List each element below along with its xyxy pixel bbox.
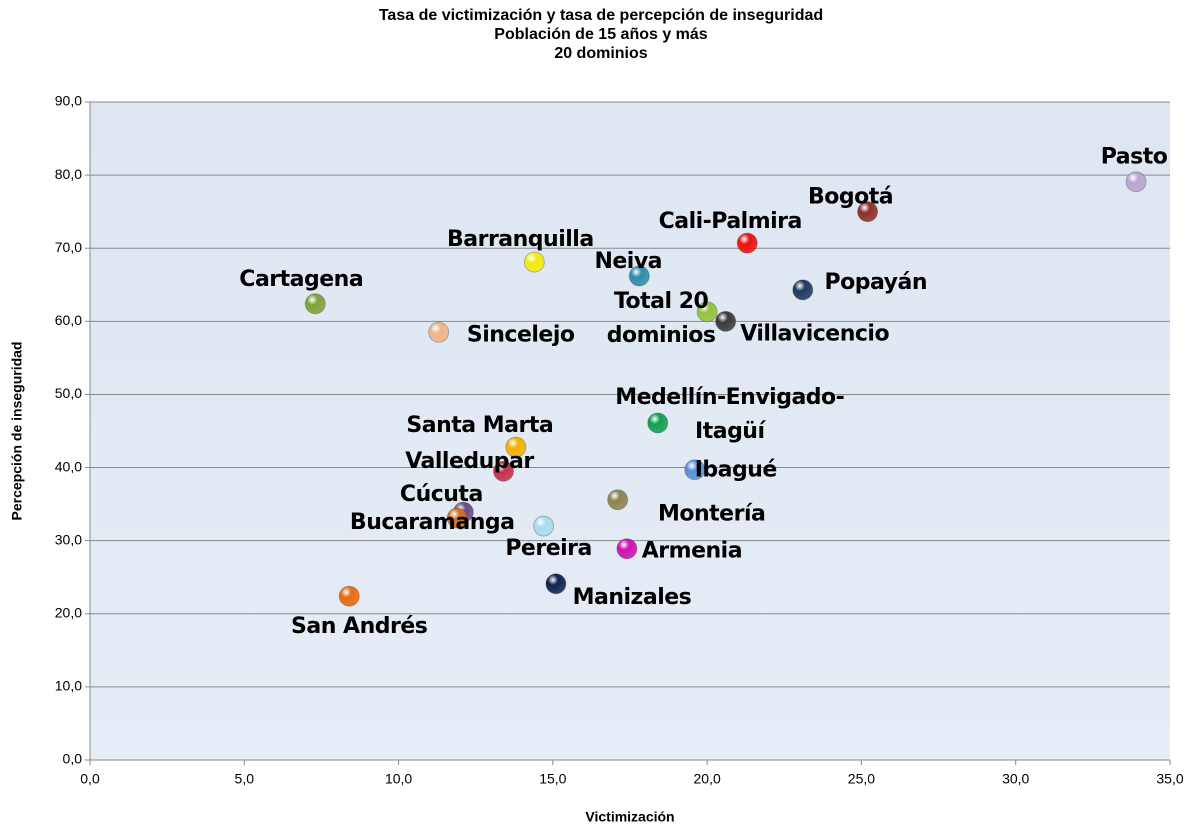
point-label: Medellín-Envigado- [615, 385, 844, 410]
x-tick-label: 0,0 [80, 771, 100, 787]
point [607, 489, 629, 511]
point-label: Pasto [1101, 145, 1168, 170]
point-label: Villavicencio [740, 321, 889, 346]
point-label: Itagüí [695, 419, 766, 444]
point-label: Total 20 [614, 289, 709, 314]
point-label: Montería [658, 502, 765, 527]
point-label: Bogotá [808, 185, 893, 210]
point [338, 585, 360, 607]
chart-title: Tasa de victimización y tasa de percepci… [379, 7, 823, 24]
y-tick-label: 50,0 [55, 385, 82, 401]
x-tick-label: 25,0 [848, 771, 875, 787]
y-tick-label: 0,0 [63, 751, 83, 767]
point [1125, 171, 1147, 193]
point [736, 232, 758, 254]
y-tick-label: 40,0 [55, 458, 82, 474]
y-tick-label: 20,0 [55, 604, 82, 620]
y-tick-label: 60,0 [55, 312, 82, 328]
y-tick-label: 80,0 [55, 166, 82, 182]
x-tick-label: 30,0 [1002, 771, 1029, 787]
x-axis-label: Victimización [585, 809, 674, 825]
y-tick-label: 90,0 [55, 93, 82, 109]
point-label: Barranquilla [447, 227, 594, 252]
point [684, 459, 706, 481]
point [545, 573, 567, 595]
x-tick-label: 20,0 [694, 771, 721, 787]
y-tick-label: 70,0 [55, 239, 82, 255]
point [505, 436, 527, 458]
x-tick-label: 10,0 [385, 771, 412, 787]
point-label: Valledupar [405, 449, 534, 474]
point-label: Bucaramanga [350, 510, 515, 535]
chart-title: 20 dominios [554, 45, 647, 62]
point-label: Cúcuta [400, 482, 483, 507]
point [523, 251, 545, 273]
point [533, 515, 555, 537]
point [696, 301, 718, 323]
point [792, 279, 814, 301]
point [446, 507, 468, 529]
point-label: Sincelejo [467, 322, 575, 347]
point-label: Popayán [825, 270, 928, 295]
point [492, 460, 514, 482]
point-label: Ibagué [695, 458, 777, 483]
point [616, 538, 638, 560]
x-tick-label: 15,0 [539, 771, 566, 787]
point [428, 321, 450, 343]
point-label: Santa Marta [406, 413, 553, 438]
point-label: Cartagena [239, 267, 363, 292]
point [647, 412, 669, 434]
x-tick-label: 35,0 [1156, 771, 1183, 787]
y-tick-label: 10,0 [55, 678, 82, 694]
point-label: San Andrés [291, 614, 428, 639]
chart-title: Población de 15 años y más [494, 26, 708, 43]
point-label: dominios [607, 323, 716, 348]
x-tick-label: 5,0 [235, 771, 255, 787]
point [304, 293, 326, 315]
point-label: Manizales [573, 585, 692, 610]
y-axis-label: Percepción de inseguridad [9, 342, 25, 521]
point-label: Pereira [505, 536, 592, 561]
point-label: Neiva [594, 249, 662, 274]
point [857, 201, 879, 223]
point-label: Cali-Palmira [659, 209, 802, 234]
point [628, 265, 650, 287]
y-tick-label: 30,0 [55, 531, 82, 547]
point-label: Armenia [642, 539, 742, 564]
plot-area [90, 102, 1170, 760]
point [715, 310, 737, 332]
